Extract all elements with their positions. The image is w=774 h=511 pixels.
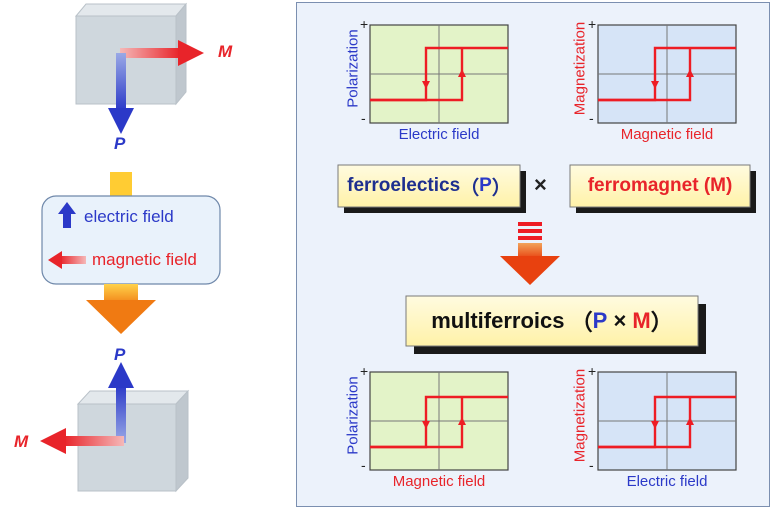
bottom-m-arrow bbox=[40, 428, 124, 454]
plot1-minus: - bbox=[361, 110, 366, 126]
plot4-plus: + bbox=[588, 363, 597, 379]
top-p-arrow bbox=[108, 53, 134, 134]
times-symbol: × bbox=[534, 172, 547, 197]
plot2-minus: - bbox=[589, 110, 594, 126]
bottom-p-arrow bbox=[108, 362, 134, 443]
plot2-xlabel: Magnetic field bbox=[620, 126, 714, 143]
orange-stem bbox=[110, 172, 132, 196]
multiferroics-label: multiferroics （P × M） bbox=[431, 308, 673, 335]
combine-down-arrow bbox=[500, 222, 560, 285]
bottom-m-label: M bbox=[14, 432, 29, 451]
ferroelectric-box bbox=[337, 164, 521, 208]
plot2-ylabel: Magnetization bbox=[571, 21, 589, 116]
bottom-p-label: P bbox=[114, 345, 126, 364]
plot1-plus: + bbox=[360, 16, 369, 32]
plot3-ylabel: Polarization bbox=[344, 376, 362, 455]
plot-magnetization-magnetic bbox=[597, 24, 737, 124]
magnetic-field-arrow-icon bbox=[48, 251, 86, 269]
plot1-xlabel: Electric field bbox=[398, 126, 480, 143]
big-down-arrow bbox=[86, 284, 156, 334]
plot-magnetization-electric bbox=[597, 371, 737, 471]
multiferroics-box bbox=[405, 295, 699, 347]
plot4-xlabel: Electric field bbox=[626, 473, 708, 490]
bottom-crystal-cube bbox=[76, 389, 190, 493]
plot-polarization-magnetic bbox=[369, 371, 509, 471]
plot3-plus: + bbox=[360, 363, 369, 379]
ferromagnet-label: ferromagnet (M) bbox=[587, 175, 733, 196]
top-m-arrow bbox=[120, 40, 204, 66]
top-p-label: P bbox=[114, 134, 126, 153]
top-m-label: M bbox=[218, 42, 233, 61]
electric-field-label: electric field bbox=[84, 207, 174, 226]
plot3-minus: - bbox=[361, 457, 366, 473]
plot3-xlabel: Magnetic field bbox=[392, 473, 486, 490]
plot4-ylabel: Magnetization bbox=[571, 368, 589, 463]
ferroelectric-label: ferroelectics （P） bbox=[347, 175, 511, 199]
plot2-plus: + bbox=[588, 16, 597, 32]
plot-polarization-electric bbox=[369, 24, 509, 124]
plot1-ylabel: Polarization bbox=[344, 29, 362, 108]
left-diagram bbox=[40, 2, 221, 493]
magnetic-field-label: magnetic field bbox=[92, 250, 197, 269]
plot4-minus: - bbox=[589, 457, 594, 473]
ferromagnet-box bbox=[569, 164, 751, 208]
electric-field-arrow-icon bbox=[58, 202, 76, 228]
